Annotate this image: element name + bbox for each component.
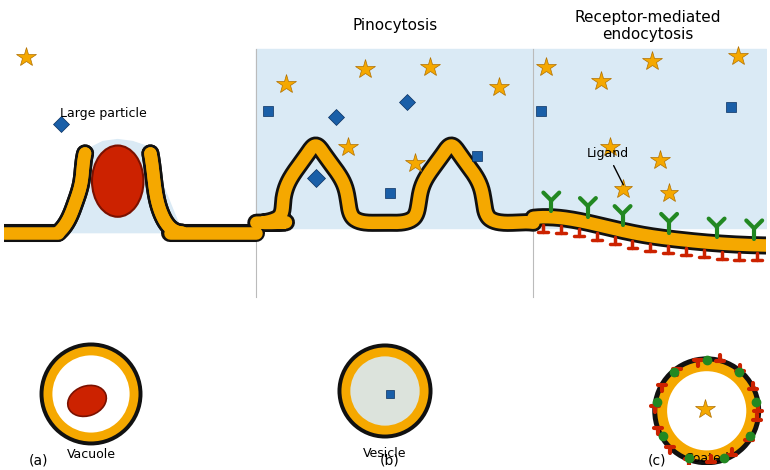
Circle shape <box>667 371 746 450</box>
Polygon shape <box>263 146 368 223</box>
Text: Coated: Coated <box>685 452 729 465</box>
Circle shape <box>39 343 142 446</box>
Text: (b): (b) <box>380 454 400 467</box>
Circle shape <box>652 356 762 465</box>
Text: Vacuole: Vacuole <box>66 448 116 462</box>
Circle shape <box>350 356 420 426</box>
Ellipse shape <box>92 146 143 217</box>
Text: Pinocytosis: Pinocytosis <box>352 18 437 33</box>
Text: Vesicle: Vesicle <box>363 447 407 461</box>
Circle shape <box>52 355 129 432</box>
Text: Large particle: Large particle <box>59 107 146 120</box>
Text: Receptor-mediated
endocytosis: Receptor-mediated endocytosis <box>574 10 721 42</box>
Ellipse shape <box>68 385 106 416</box>
Text: Ligand: Ligand <box>587 148 629 185</box>
Circle shape <box>341 347 429 435</box>
Circle shape <box>658 361 756 460</box>
Polygon shape <box>59 140 182 233</box>
Circle shape <box>43 346 139 441</box>
Text: (c): (c) <box>648 454 667 467</box>
Text: (a): (a) <box>28 454 49 467</box>
Circle shape <box>337 344 433 439</box>
Polygon shape <box>399 146 504 223</box>
